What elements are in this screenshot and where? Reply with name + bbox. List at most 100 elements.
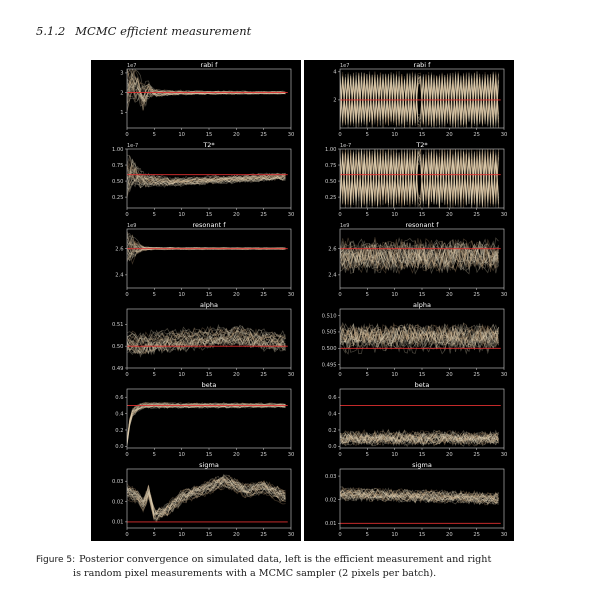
trace-line <box>127 480 286 520</box>
trace-line <box>127 325 286 345</box>
trace-line <box>340 430 499 444</box>
x-tick-label: 5 <box>366 532 369 538</box>
y-tick-label: 2.4 <box>115 273 124 279</box>
section-title: MCMC efficient measurement <box>75 24 252 38</box>
subplot-title: resonant f <box>405 221 439 229</box>
trace-line <box>127 478 286 516</box>
trace-line <box>127 161 286 184</box>
trace-line <box>340 493 499 506</box>
trace-line <box>340 430 499 442</box>
x-tick-label: 10 <box>178 532 185 538</box>
y-tick-label: 0.51 <box>112 322 124 328</box>
x-tick-label: 30 <box>501 212 508 218</box>
x-tick-label: 30 <box>288 132 295 138</box>
left-chart-rabi-f: rabi f 1e7 0 5 10 15 20 25 30 1 2 3 <box>120 61 295 138</box>
x-tick-label: 30 <box>288 372 295 378</box>
x-tick-label: 10 <box>391 292 398 298</box>
x-tick-label: 25 <box>473 212 480 218</box>
trace-line <box>340 76 499 129</box>
trace-line <box>127 483 286 523</box>
x-tick-label: 10 <box>391 452 398 458</box>
trace-line <box>340 239 499 263</box>
x-tick-label: 25 <box>260 532 267 538</box>
left-chart-resonant-f: resonant f 1e9 0 5 10 15 20 25 30 2.4 2.6 <box>115 221 294 298</box>
x-tick-label: 15 <box>419 532 426 538</box>
x-tick-label: 0 <box>338 452 341 458</box>
trace-line <box>127 85 286 107</box>
trace-line <box>340 489 499 503</box>
trace-line <box>340 325 499 343</box>
trace-line <box>340 491 499 506</box>
axis-multiplier: 1e9 <box>340 223 349 229</box>
y-tick-label: 0.2 <box>115 428 123 434</box>
trace-line <box>340 74 499 127</box>
trace-line <box>340 149 499 204</box>
trace-line <box>127 177 286 193</box>
x-tick-label: 10 <box>178 452 185 458</box>
trace-line <box>127 244 286 259</box>
trace-line <box>127 89 286 112</box>
trace-line <box>340 323 499 342</box>
trace-line <box>340 429 499 442</box>
trace-line <box>127 177 286 191</box>
y-tick-label: 0.50 <box>325 179 337 185</box>
trace-line <box>340 433 499 446</box>
trace-line <box>127 337 286 356</box>
trace-line <box>340 76 499 129</box>
x-tick-label: 20 <box>233 532 240 538</box>
x-tick-label: 15 <box>206 212 213 218</box>
trace-line <box>127 166 286 185</box>
right-chart-t2-: T2* 1e-7 0 5 10 15 20 25 30 0.25 0.50 0.75 1.00 <box>325 141 508 218</box>
trace-line <box>340 492 499 505</box>
trace-line <box>127 338 286 355</box>
trace-line <box>340 149 499 206</box>
x-tick-label: 30 <box>288 452 295 458</box>
trace-line <box>340 239 499 263</box>
right-subplot-alpha: alpha 0 5 10 15 20 25 30 0.495 0.500 0.505 0.510 <box>304 300 514 380</box>
trace-line <box>340 431 499 442</box>
y-tick-label: 2.4 <box>328 273 337 279</box>
axes-frame <box>126 68 292 129</box>
trace-line <box>340 72 499 126</box>
trace-line <box>340 75 499 128</box>
x-tick-label: 10 <box>391 532 398 538</box>
trace-line <box>340 489 499 503</box>
y-tick-label: 0.4 <box>115 412 124 418</box>
x-tick-label: 0 <box>125 372 128 378</box>
left-subplot-t2-: T2* 1e-7 0 5 10 15 20 25 30 0.25 0.50 0.75 1.00 <box>91 140 301 220</box>
trace-line <box>127 69 286 94</box>
axis-multiplier: 1e-7 <box>127 143 138 149</box>
x-tick-label: 5 <box>366 212 369 218</box>
trace-line <box>127 404 286 445</box>
trace-line <box>127 402 286 442</box>
y-tick-label: 0.505 <box>322 330 337 336</box>
trace-line <box>127 89 286 103</box>
trace-group <box>340 237 499 275</box>
trace-line <box>127 478 286 517</box>
y-tick-label: 0.500 <box>322 346 337 352</box>
x-tick-label: 0 <box>338 212 341 218</box>
x-tick-label: 5 <box>153 132 156 138</box>
x-tick-label: 0 <box>338 532 341 538</box>
trace-line <box>340 435 499 447</box>
trace-line <box>340 151 499 209</box>
axis-multiplier: 1e7 <box>340 63 349 69</box>
trace-line <box>340 72 499 125</box>
trace-line <box>340 329 499 349</box>
trace-line <box>340 492 499 506</box>
trace-line <box>127 329 286 347</box>
axis-multiplier: 1e-7 <box>340 143 351 149</box>
trace-line <box>340 249 499 274</box>
x-tick-label: 15 <box>419 212 426 218</box>
trace-line <box>127 327 286 345</box>
trace-line <box>340 431 499 444</box>
right-chart-alpha: alpha 0 5 10 15 20 25 30 0.495 0.500 0.505 0.510 <box>322 301 508 378</box>
trace-line <box>340 486 499 500</box>
x-tick-label: 20 <box>446 292 453 298</box>
trace-line <box>340 245 499 270</box>
trace-line <box>340 247 499 272</box>
x-tick-label: 25 <box>473 132 480 138</box>
trace-group <box>340 428 499 448</box>
trace-line <box>340 487 499 500</box>
trace-line <box>127 329 286 349</box>
